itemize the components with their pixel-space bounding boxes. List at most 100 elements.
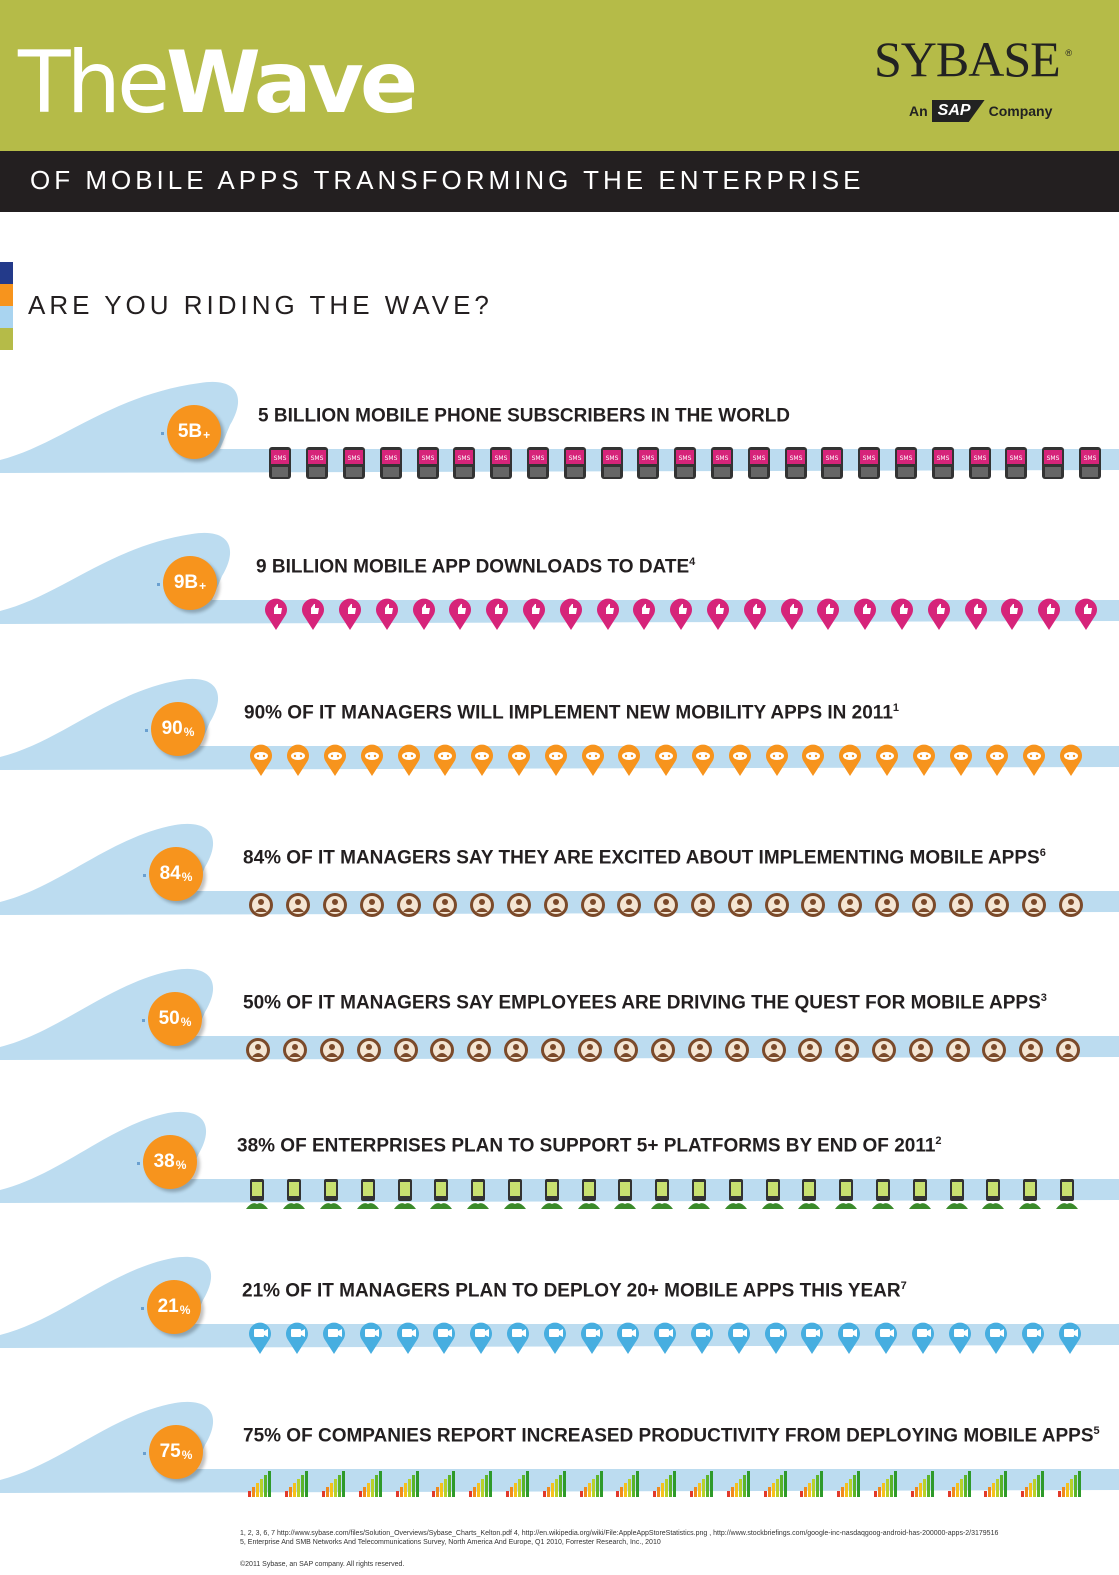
stat-text: 75% OF COMPANIES REPORT INCREASED PRODUC… [243, 1425, 1100, 1447]
signal-bars-icon [794, 1465, 831, 1501]
thumbs-up-pin-icon [626, 596, 663, 632]
camera-pin-icon [463, 1320, 500, 1356]
camera-pin-icon [536, 1320, 573, 1356]
thumbs-up-pin-icon [736, 596, 773, 632]
thumbs-up-pin-icon [332, 596, 369, 632]
thumbs-up-pin-icon [295, 596, 332, 632]
game-controller-pin-icon [501, 742, 538, 778]
game-controller-pin-icon [611, 742, 648, 778]
manager-avatar-icon [1050, 1032, 1087, 1068]
manager-avatar-icon [317, 887, 354, 923]
camera-pin-icon [316, 1320, 353, 1356]
page-title: TheWave [18, 40, 418, 126]
manager-avatar-icon [534, 1032, 571, 1068]
svg-text:SMS: SMS [642, 455, 655, 462]
manager-avatar-icon [464, 887, 501, 923]
sms-phone-icon: SMS [924, 445, 961, 481]
sms-phone-icon: SMS [262, 445, 299, 481]
camera-pin-icon [352, 1320, 389, 1356]
thumbs-up-pin-icon [516, 596, 553, 632]
signal-bars-icon [352, 1465, 389, 1501]
signal-bars-icon [684, 1465, 721, 1501]
game-controller-pin-icon [353, 742, 390, 778]
signal-bars-icon [610, 1465, 647, 1501]
device-platform-icon [681, 1175, 718, 1211]
badge-dot [137, 1162, 140, 1165]
wave-graphic [0, 1401, 1119, 1493]
device-platform-icon [497, 1175, 534, 1211]
signal-bars-icon [757, 1465, 794, 1501]
manager-avatar-icon [685, 887, 722, 923]
svg-text:SMS: SMS [495, 455, 508, 462]
thumbs-up-pin-icon [810, 596, 847, 632]
camera-pin-icon [831, 1320, 868, 1356]
badge-dot [143, 874, 146, 877]
sms-phone-icon: SMS [1035, 445, 1072, 481]
wave-graphic [0, 381, 1119, 473]
game-controller-pin-icon [758, 742, 795, 778]
icon-strip [258, 596, 1104, 632]
camera-pin-icon [978, 1320, 1015, 1356]
subtitle-bar: OF MOBILE APPS TRANSFORMING THE ENTERPRI… [0, 151, 1119, 212]
manager-avatar-icon [718, 1032, 755, 1068]
manager-avatar-icon [537, 887, 574, 923]
manager-avatar-icon [424, 1032, 461, 1068]
manager-avatar-icon [1053, 887, 1090, 923]
stat-badge-suffix: % [181, 1448, 193, 1462]
stat-label: 38% OF ENTERPRISES PLAN TO SUPPORT 5+ PL… [237, 1135, 936, 1157]
device-platform-icon [1012, 1175, 1049, 1211]
color-stripes [0, 262, 13, 350]
svg-text:SMS: SMS [936, 455, 949, 462]
sms-phone-icon: SMS [814, 445, 851, 481]
manager-avatar-icon [792, 1032, 829, 1068]
game-controller-pin-icon [280, 742, 317, 778]
sap-logo: SAP [931, 100, 985, 122]
camera-pin-icon [426, 1320, 463, 1356]
thumbs-up-pin-icon [700, 596, 737, 632]
sms-phone-icon: SMS [740, 445, 777, 481]
svg-text:SMS: SMS [826, 455, 839, 462]
signal-bars-icon [1015, 1465, 1052, 1501]
svg-text:SMS: SMS [384, 455, 397, 462]
signal-bars-icon [389, 1465, 426, 1501]
camera-pin-icon [647, 1320, 684, 1356]
svg-text:SMS: SMS [789, 455, 802, 462]
svg-text:SMS: SMS [421, 455, 434, 462]
badge-dot [161, 432, 164, 435]
thumbs-up-pin-icon [884, 596, 921, 632]
device-platform-icon [828, 1175, 865, 1211]
thumbs-up-pin-icon [994, 596, 1031, 632]
stat-text: 9 BILLION MOBILE APP DOWNLOADS TO DATE4 [256, 556, 695, 578]
sms-phone-icon: SMS [556, 445, 593, 481]
manager-avatar-icon [829, 1032, 866, 1068]
thumbs-up-pin-icon [773, 596, 810, 632]
logo-tag-prefix: An [909, 103, 928, 119]
stat-row: 75% 75% OF COMPANIES REPORT INCREASED PRO… [0, 1395, 1119, 1530]
manager-avatar-icon [1016, 887, 1053, 923]
logo-brand: SYBASE [874, 31, 1061, 87]
wave-graphic [0, 1256, 1119, 1348]
device-platform-icon [975, 1175, 1012, 1211]
device-platform-icon [644, 1175, 681, 1211]
svg-text:SMS: SMS [458, 455, 471, 462]
manager-avatar-icon [721, 887, 758, 923]
badge-dot [141, 1307, 144, 1310]
stat-label: 75% OF COMPANIES REPORT INCREASED PRODUC… [243, 1425, 1094, 1447]
stat-badge: 50% [148, 992, 202, 1046]
stat-footnote-ref: 3 [1040, 992, 1047, 1004]
manager-avatar-icon [1013, 1032, 1050, 1068]
signal-bars-icon [426, 1465, 463, 1501]
camera-pin-icon [389, 1320, 426, 1356]
stat-label: 21% OF IT MANAGERS PLAN TO DEPLOY 20+ MO… [242, 1280, 901, 1302]
stripe-navy [0, 262, 13, 284]
stat-badge: 5B + [167, 405, 221, 459]
stat-row: 21% 21% OF IT MANAGERS PLAN TO DEPLOY 20+… [0, 1250, 1119, 1385]
svg-text:SMS: SMS [568, 455, 581, 462]
camera-pin-icon [868, 1320, 905, 1356]
manager-avatar-icon [902, 1032, 939, 1068]
manager-avatar-icon [832, 887, 869, 923]
device-platform-icon [386, 1175, 423, 1211]
signal-bars-icon [1052, 1465, 1089, 1501]
stat-badge-suffix: % [179, 1303, 191, 1317]
stat-footnote-ref: 7 [900, 1280, 907, 1292]
